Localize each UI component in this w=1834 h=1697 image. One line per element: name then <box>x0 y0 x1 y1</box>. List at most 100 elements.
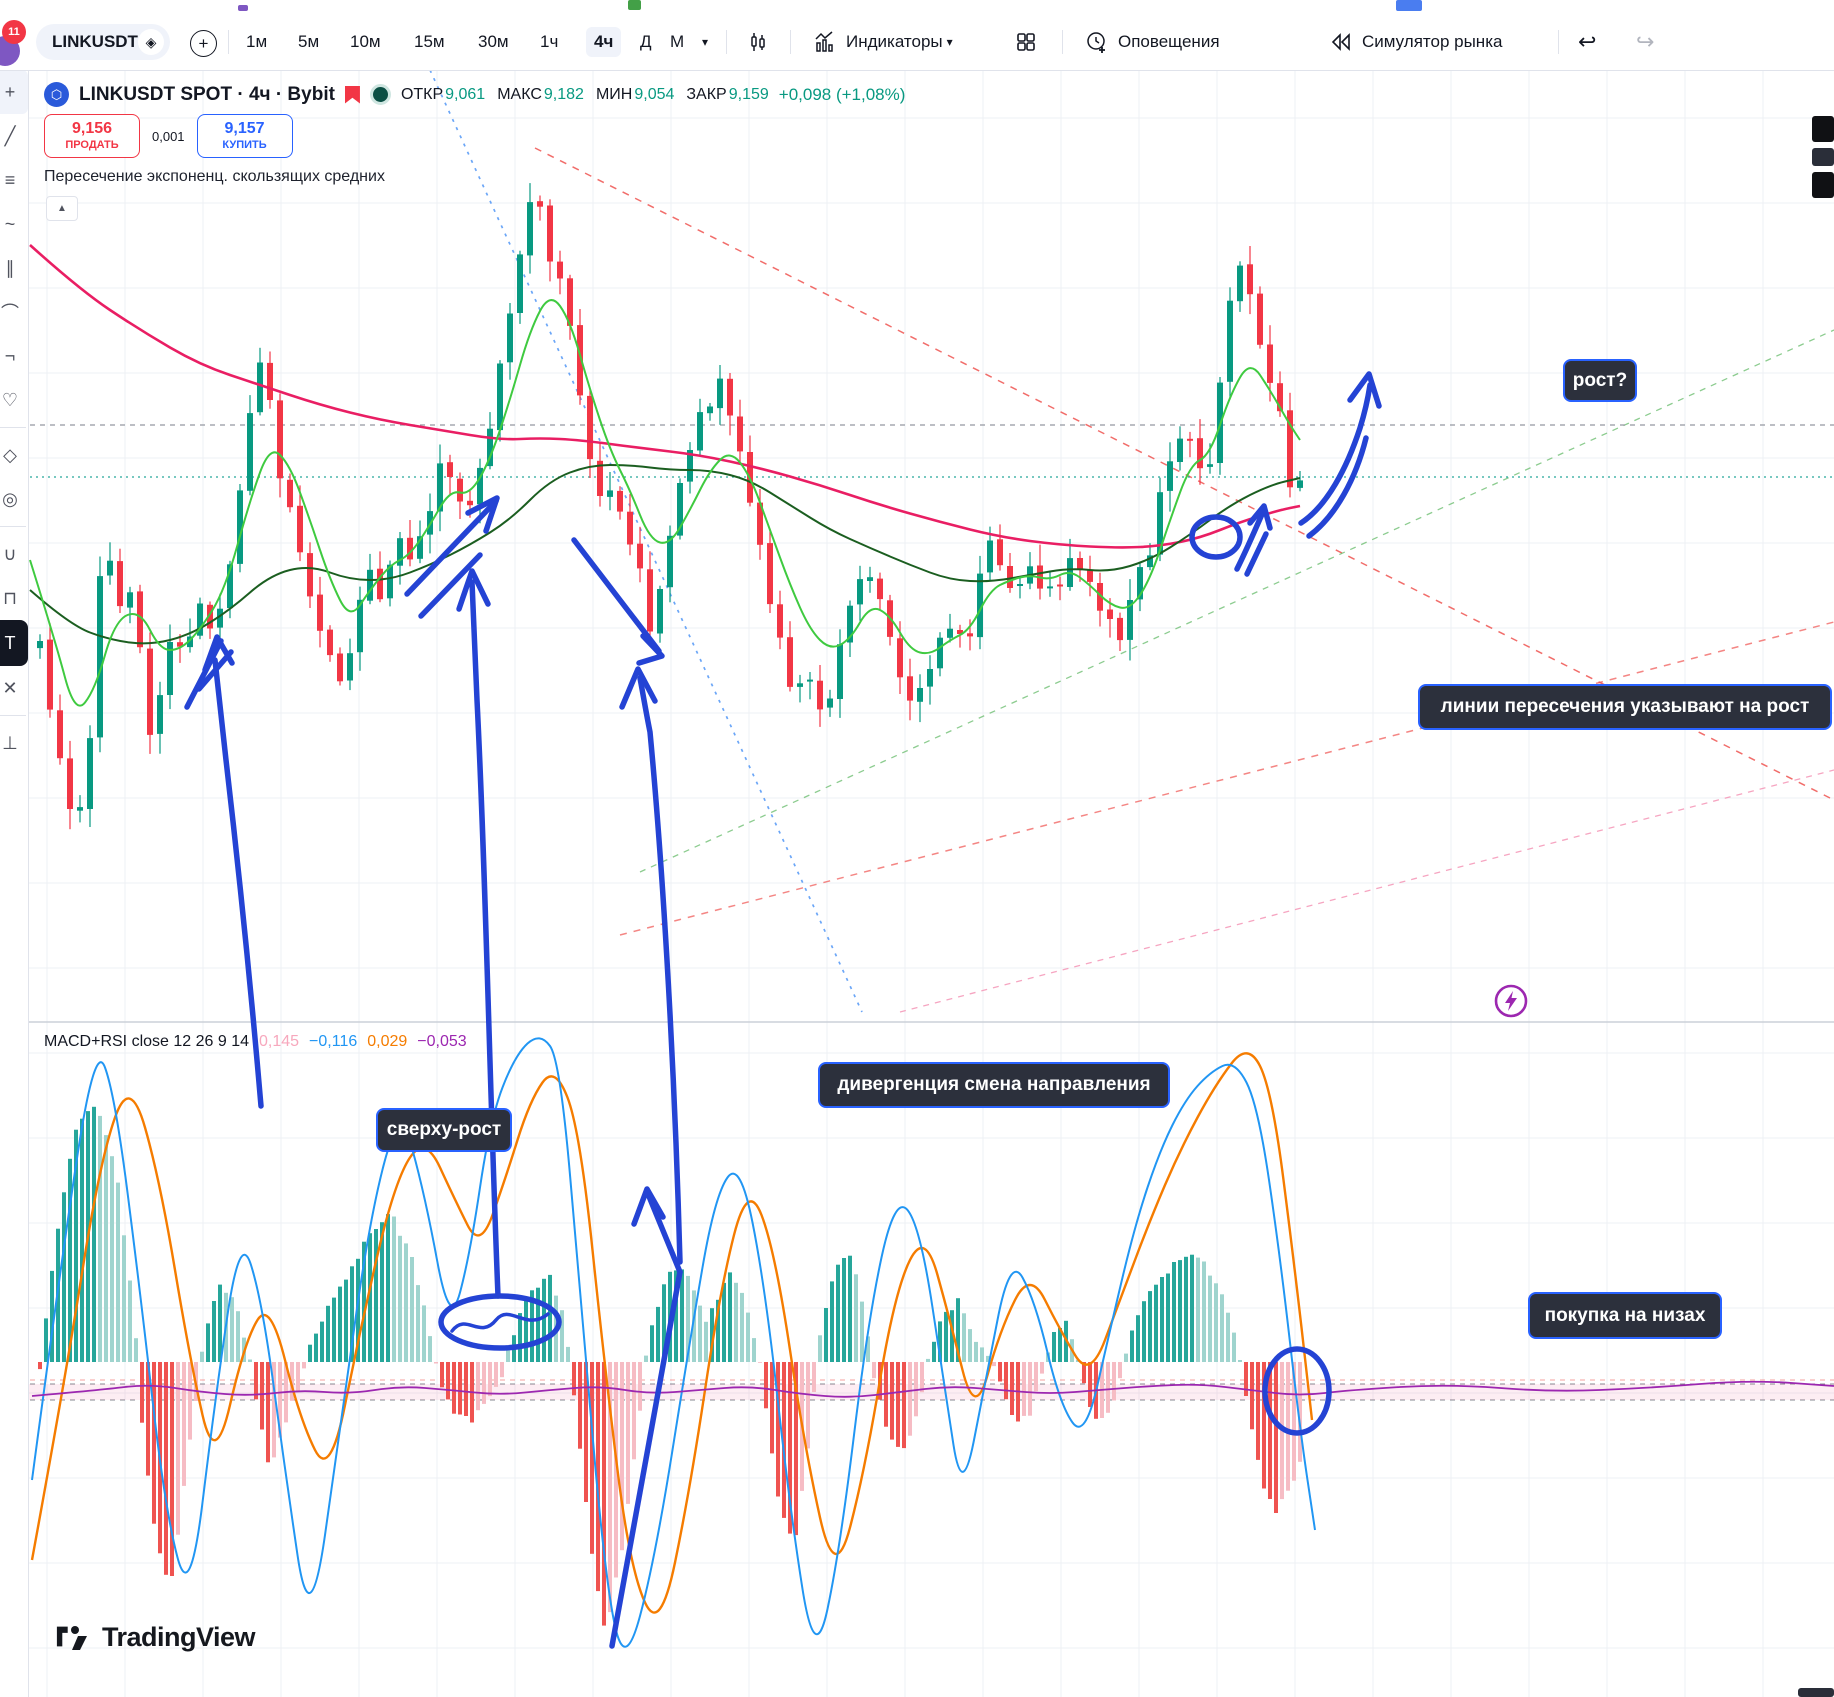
timeframe-1ч[interactable]: 1ч <box>540 32 559 51</box>
layout-grid-icon <box>1017 33 1035 51</box>
buy-price: 9,157 <box>224 120 265 138</box>
chevron-down-icon[interactable]: ▾ <box>702 35 709 49</box>
symbol-detail-icon[interactable]: ◈ <box>138 29 164 55</box>
grid <box>28 70 1834 1697</box>
toolbar-divider <box>726 30 727 54</box>
macd-value: 0,029 <box>367 1033 408 1050</box>
ohlc-item: ЗАКР 9,159 <box>686 85 769 103</box>
alerts-button[interactable]: Оповещения <box>1084 14 1220 70</box>
tool-magnifier-icon[interactable]: ◎ <box>2 488 18 509</box>
market-status-icon[interactable] <box>369 84 391 105</box>
main-toolbar: 11 LINKUSDT ◈ + 1м 5м 10м 15м 30м 1ч 4ч Д М ▾ Ин… <box>0 14 1834 71</box>
ema-long <box>29 244 1301 549</box>
chart-style-button[interactable] <box>746 14 770 70</box>
tool-text-tool-active-icon[interactable]: T <box>0 620 28 666</box>
tool-fib-retracement-icon[interactable]: ≡ <box>4 169 16 190</box>
tool-magnet-icon[interactable]: ∪ <box>3 543 17 564</box>
indicators-label: Индикаторы <box>846 32 943 51</box>
tool-crosshair-icon[interactable]: + <box>0 70 28 114</box>
macd-label: MACD+RSI close 12 26 9 14 <box>44 1033 249 1050</box>
symbol-name: LINKUSDT <box>52 32 138 51</box>
sell-button[interactable]: 9,156 ПРОДАТЬ <box>44 114 140 158</box>
alert-clock-icon <box>1087 32 1105 53</box>
annotation-lines-cross[interactable]: линии пересечения указывают на рост <box>1418 684 1832 730</box>
flag-icon[interactable] <box>344 85 360 104</box>
macd-curves <box>30 1037 1834 1648</box>
tool-brush-icon[interactable]: ♡ <box>1 389 19 410</box>
price-scale-fragment <box>1812 116 1834 142</box>
ema-slow <box>29 463 1301 645</box>
annotation-top-growth[interactable]: сверху-рост <box>376 1108 512 1152</box>
tool-arc-icon[interactable]: ⌒ <box>1 303 19 323</box>
drawing-toolbar: + ╱ ≡ ~ ∥ ⌒ ¬ ♡ ◇ ◎ ∪ ⊓ T ✕ ⊥ <box>0 70 29 1697</box>
ema-lines <box>29 244 1301 707</box>
macd-legend[interactable]: MACD+RSI close 12 26 9 14 0,145 −0,116 0,0… <box>44 1033 467 1051</box>
browser-strip <box>0 0 1834 14</box>
simulator-label: Симулятор рынка <box>1362 32 1503 51</box>
indicators-icon <box>815 31 833 52</box>
tool-pattern-icon[interactable]: ~ <box>4 213 16 234</box>
tool-polyline-icon[interactable]: ¬ <box>4 345 16 366</box>
timeframe-М[interactable]: М <box>670 32 685 51</box>
chainlink-logo-icon: ⬡ <box>44 82 69 107</box>
tool-measure-icon[interactable]: ⊥ <box>2 732 18 753</box>
indicator-name[interactable]: Пересечение экспоненц. скользящих средни… <box>44 168 385 185</box>
annotation-buy-lows[interactable]: покупка на низах <box>1528 1292 1722 1339</box>
tool-eraser-icon[interactable]: ✕ <box>2 677 18 698</box>
timeframe-4ч[interactable]: 4ч <box>586 27 622 57</box>
ohlc-item: МИН 9,054 <box>595 85 675 103</box>
timeframe-Д[interactable]: Д <box>640 32 652 51</box>
macd-histogram <box>38 1106 1302 1626</box>
symbol-search-button[interactable]: LINKUSDT ◈ <box>36 24 170 60</box>
toolbar-divider <box>1062 30 1063 54</box>
compare-add-button[interactable]: + <box>190 30 217 57</box>
sell-price: 9,156 <box>71 120 113 138</box>
tool-trend-line-icon[interactable]: ╱ <box>4 125 16 146</box>
spread-value: 0,001 <box>152 128 185 144</box>
price-change: +0,098 (+1,08%) <box>778 84 906 104</box>
timeframe-5м[interactable]: 5м <box>298 32 320 51</box>
chevron-down-icon[interactable]: ▾ <box>946 35 953 49</box>
tool-parallel-channel-icon[interactable]: ∥ <box>5 257 15 278</box>
annotation-growth-question[interactable]: рост? <box>1563 359 1637 402</box>
chart-title[interactable]: LINKUSDT SPOT · 4ч · Bybit <box>79 83 335 105</box>
collapse-legend-button[interactable]: ▲ <box>46 196 78 221</box>
macd-line <box>31 1037 1316 1648</box>
buy-label: КУПИТЬ <box>222 138 267 151</box>
macd-value: 0,145 <box>259 1033 300 1050</box>
toolbar-divider <box>228 30 229 54</box>
toolbar-divider <box>790 30 791 54</box>
timeframe-15м[interactable]: 15м <box>414 32 445 51</box>
timeframe-30м[interactable]: 30м <box>478 32 509 51</box>
indicators-button[interactable]: Индикаторы ▾ <box>812 14 953 70</box>
sidebar-divider <box>0 715 26 716</box>
trendlines <box>30 69 1834 1401</box>
market-simulator-button[interactable]: Симулятор рынка <box>1328 14 1502 70</box>
chart-legend: ⬡ LINKUSDT SPOT · 4ч · Bybit ОТКР 9,061 МА… <box>44 82 905 107</box>
watermark-text: TradingView <box>102 1622 256 1652</box>
browser-fragment-icon <box>628 0 641 10</box>
tradingview-watermark[interactable]: TradingView <box>56 1622 256 1653</box>
annotation-divergence[interactable]: дивергенция смена направления <box>818 1062 1170 1108</box>
ema-fast <box>29 299 1301 707</box>
lightning-icon[interactable] <box>1492 982 1530 1020</box>
ohlc-item: МАКС 9,182 <box>497 85 584 103</box>
ohlc-values: ОТКР 9,061 МАКС 9,182 МИН 9,054 ЗАКР 9,159 <box>401 86 769 104</box>
layout-grid-button[interactable] <box>1014 14 1038 70</box>
candles-icon <box>751 33 765 51</box>
buy-button[interactable]: 9,157 КУПИТЬ <box>196 114 293 158</box>
macd-value: −0,053 <box>417 1033 467 1050</box>
price-scale-fragment <box>1812 148 1834 166</box>
redo-button[interactable]: ↪ <box>1636 29 1655 54</box>
tool-shapes-icon[interactable]: ◇ <box>3 444 17 465</box>
ohlc-item: ОТКР 9,061 <box>400 85 486 103</box>
tool-lock-all-icon[interactable]: ⊓ <box>2 587 18 608</box>
timeframe-10м[interactable]: 10м <box>350 32 381 51</box>
timeframe-1м[interactable]: 1м <box>246 32 268 51</box>
tradingview-logo-icon <box>56 1625 87 1650</box>
undo-button[interactable]: ↩ <box>1578 29 1597 54</box>
trade-panel: 9,156 ПРОДАТЬ 0,001 9,157 КУПИТЬ <box>44 114 293 158</box>
notification-badge[interactable]: 11 <box>2 20 26 44</box>
